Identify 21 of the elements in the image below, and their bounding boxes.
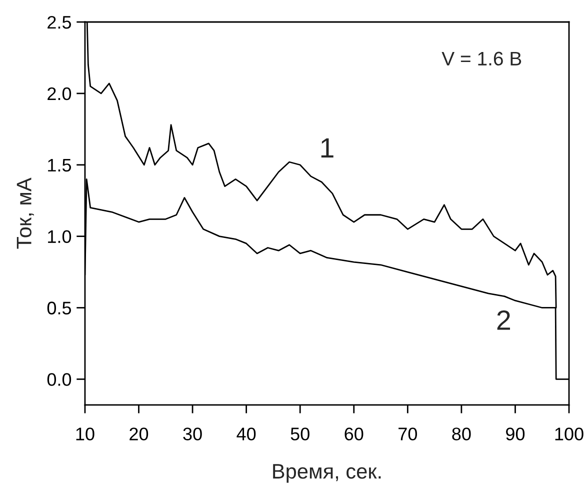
x-tick-label: 10 [76,428,94,440]
x-tick-label: 60 [344,428,364,440]
y-axis-title: Ток, мА [16,178,34,249]
y-tick-label: 0.5 [47,302,72,314]
y-tick-label: 2.0 [48,87,72,100]
annotation: 2 [497,310,510,330]
x-tick-label: 70 [398,428,417,440]
x-tick-label: 40 [236,428,256,440]
y-tick-label: 1.5 [48,158,72,172]
y-tick-label: 2.5 [48,16,72,29]
annotation: 1 [321,138,334,158]
x-tick-label: 80 [452,428,471,440]
x-tick-label: 90 [506,428,525,440]
x-tick-label: 100 [555,428,584,440]
x-tick-label: 20 [130,428,148,440]
annotation: V = 1.6 В [442,52,522,66]
x-tick-label: 30 [183,428,202,440]
x-axis-title: Время, сек. [273,464,381,483]
y-tick-label: 1.0 [48,230,72,244]
x-tick-label: 50 [290,428,310,440]
y-tick-label: 0.0 [47,373,72,386]
